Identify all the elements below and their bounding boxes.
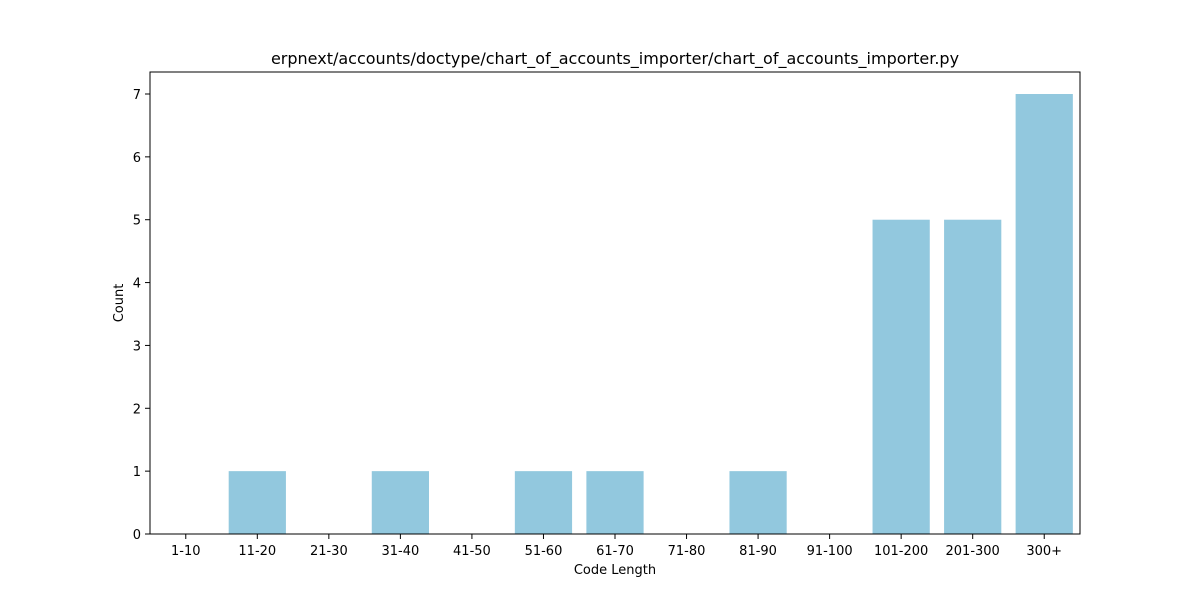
y-axis-label: Count — [112, 284, 127, 323]
y-tick-label: 5 — [133, 214, 141, 229]
chart-title: erpnext/accounts/doctype/chart_of_accoun… — [271, 49, 959, 69]
x-tick-label: 300+ — [1026, 544, 1062, 559]
y-tick-label: 7 — [133, 88, 141, 103]
x-tick-label: 41-50 — [453, 544, 491, 559]
x-axis-label: Code Length — [574, 563, 656, 578]
y-tick-label: 4 — [133, 277, 141, 292]
x-tick-label: 91-100 — [807, 544, 853, 559]
x-tick-label: 101-200 — [874, 544, 928, 559]
x-tick-label: 201-300 — [946, 544, 1000, 559]
bar-81-90 — [729, 471, 787, 534]
y-tick-label: 1 — [133, 465, 141, 480]
bars-group — [228, 94, 1073, 534]
plot-frame — [149, 71, 1081, 535]
y-tick-label: 3 — [133, 339, 141, 354]
bar-101-200 — [872, 219, 930, 534]
bar-61-70 — [586, 471, 644, 534]
bar-51-60 — [514, 471, 573, 534]
bar-300+ — [1015, 94, 1073, 534]
x-tick-label: 71-80 — [668, 544, 706, 559]
bar-11-20 — [228, 471, 286, 534]
x-tick-label: 61-70 — [596, 544, 634, 559]
x-tick-label: 31-40 — [381, 544, 419, 559]
bar-31-40 — [371, 471, 429, 534]
y-tick-label: 6 — [133, 151, 141, 166]
x-tick-label: 51-60 — [525, 544, 563, 559]
x-tick-label: 11-20 — [238, 544, 276, 559]
x-tick-label: 81-90 — [739, 544, 777, 559]
x-tick-label: 21-30 — [310, 544, 348, 559]
y-tick-label: 0 — [133, 528, 141, 543]
bar-201-300 — [944, 219, 1002, 534]
y-axis: 0 1 2 3 4 5 6 7 — [133, 88, 150, 543]
y-tick-label: 2 — [133, 402, 141, 417]
x-tick-label: 1-10 — [171, 544, 201, 559]
x-axis: 1-10 11-20 21-30 31-40 41-50 51-60 61-70 71-80 8… — [171, 534, 1062, 559]
